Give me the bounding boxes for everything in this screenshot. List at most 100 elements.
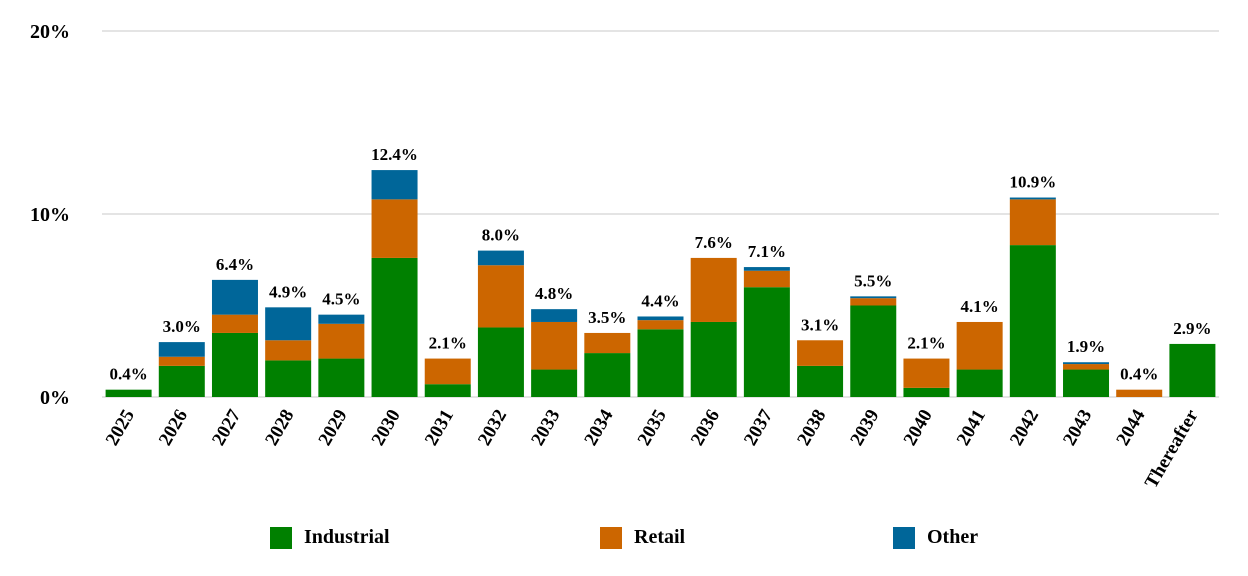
- bar-segment-retail: [797, 340, 844, 366]
- legend-label-other: Other: [927, 526, 979, 548]
- total-label: 3.0%: [163, 317, 201, 336]
- x-tick-label: 2043: [1059, 406, 1096, 449]
- y-tick-label: 20%: [30, 21, 70, 43]
- x-tick-label: 2036: [687, 406, 724, 449]
- bar-segment-industrial: [531, 369, 578, 397]
- total-label: 0.4%: [1120, 365, 1158, 384]
- bar-segment-other: [265, 307, 312, 341]
- x-tick-label: 2041: [953, 406, 990, 449]
- bar-segment-other: [1009, 197, 1056, 200]
- bar-segment-industrial: [105, 389, 152, 397]
- x-tick-label: 2026: [155, 406, 192, 449]
- total-label: 2.9%: [1173, 319, 1211, 338]
- bar-segment-industrial: [158, 365, 205, 397]
- y-axis: 0% 10% 20%: [30, 21, 70, 409]
- x-tick-label: 2034: [580, 406, 617, 450]
- bar-segment-industrial: [797, 365, 844, 397]
- bar-segment-industrial: [1063, 369, 1110, 397]
- bar-segment-retail: [850, 298, 897, 306]
- x-tick-label: 2037: [740, 406, 777, 450]
- y-tick-label: 0%: [40, 387, 70, 409]
- legend-swatch-other: [893, 526, 915, 549]
- bar-segment-retail: [584, 332, 631, 354]
- bar-segment-retail: [637, 320, 684, 330]
- bar-segment-retail: [371, 199, 418, 258]
- total-label: 4.4%: [641, 291, 679, 310]
- total-label: 2.1%: [907, 334, 945, 353]
- y-tick-label: 10%: [30, 204, 70, 226]
- bar-segment-industrial: [477, 327, 524, 397]
- bar-segment-retail: [531, 321, 578, 370]
- x-tick-label: 2025: [102, 406, 139, 449]
- bar-segment-retail: [956, 321, 1003, 370]
- bar-segment-industrial: [637, 329, 684, 397]
- legend-item-industrial[interactable]: Industrial: [270, 526, 390, 549]
- bar-segment-other: [850, 296, 897, 299]
- stacked-bar-chart: 0% 10% 20% 0.4% 3.0% 6.4% 4.9% 4.5% 12.4% 2.1% 8.…: [30, 21, 1219, 493]
- bar-segment-industrial: [265, 360, 312, 397]
- bar-segment-industrial: [956, 369, 1003, 397]
- bar-segment-industrial: [584, 353, 631, 397]
- bar-segment-retail: [1116, 389, 1163, 397]
- bar-segment-other: [318, 314, 365, 324]
- bar-segment-retail: [424, 358, 471, 385]
- bar-segment-industrial: [903, 387, 950, 397]
- total-label: 10.9%: [1009, 173, 1056, 192]
- total-label: 4.1%: [961, 297, 999, 316]
- bar-segment-other: [743, 267, 790, 271]
- bar-segment-industrial: [743, 287, 790, 397]
- bar-segment-industrial: [690, 321, 737, 397]
- legend-item-retail[interactable]: Retail: [600, 526, 685, 549]
- bar-segment-industrial: [850, 305, 897, 397]
- x-tick-label: 2042: [1006, 406, 1043, 449]
- total-label: 0.4%: [109, 365, 147, 384]
- bar-segment-industrial: [424, 384, 471, 397]
- total-label: 12.4%: [371, 145, 418, 164]
- bar-segment-retail: [690, 257, 737, 322]
- x-tick-label: 2044: [1112, 406, 1149, 450]
- legend-swatch-industrial: [270, 526, 292, 549]
- bar-segment-retail: [743, 270, 790, 288]
- bar-segment-retail: [1063, 364, 1110, 370]
- x-tick-label: Thereafter: [1141, 406, 1203, 493]
- total-label: 4.9%: [269, 282, 307, 301]
- bar-segment-industrial: [371, 257, 418, 397]
- bar-segment-retail: [158, 356, 205, 366]
- legend-swatch-retail: [600, 526, 622, 549]
- bar-segment-retail: [318, 323, 365, 359]
- bar-segment-retail: [265, 340, 312, 361]
- total-label: 8.0%: [482, 226, 520, 245]
- total-label: 4.5%: [322, 290, 360, 309]
- total-label: 5.5%: [854, 271, 892, 290]
- bar-segment-retail: [903, 358, 950, 388]
- total-label: 2.1%: [429, 334, 467, 353]
- x-axis: 2025 2026 2027 2028 2029 2030 2031 2032 2033 2034…: [102, 406, 1203, 493]
- legend: Industrial Retail Other: [0, 526, 1248, 558]
- bar-segment-industrial: [1169, 343, 1216, 397]
- bar-segment-industrial: [1009, 245, 1056, 397]
- x-tick-label: 2032: [474, 406, 511, 449]
- bar-segment-retail: [477, 265, 524, 328]
- x-tick-label: 2027: [208, 406, 245, 450]
- bar-segment-industrial: [211, 332, 258, 397]
- total-label: 3.1%: [801, 315, 839, 334]
- bar-segment-other: [371, 170, 418, 200]
- bars: [105, 170, 1216, 397]
- bar-segment-industrial: [318, 358, 365, 397]
- x-tick-label: 2033: [527, 406, 564, 449]
- x-tick-label: 2039: [846, 406, 883, 449]
- bar-segment-other: [531, 309, 578, 322]
- bar-segment-other: [158, 342, 205, 357]
- total-label: 6.4%: [216, 255, 254, 274]
- total-label: 7.6%: [695, 233, 733, 252]
- legend-label-industrial: Industrial: [304, 526, 390, 548]
- bar-segment-other: [637, 316, 684, 321]
- total-label: 1.9%: [1067, 337, 1105, 356]
- legend-label-retail: Retail: [634, 526, 686, 548]
- total-label: 3.5%: [588, 308, 626, 327]
- x-tick-label: 2035: [634, 406, 671, 449]
- x-tick-label: 2040: [900, 406, 937, 449]
- total-label: 4.8%: [535, 284, 573, 303]
- bar-segment-retail: [211, 314, 258, 333]
- legend-item-other[interactable]: Other: [893, 526, 978, 549]
